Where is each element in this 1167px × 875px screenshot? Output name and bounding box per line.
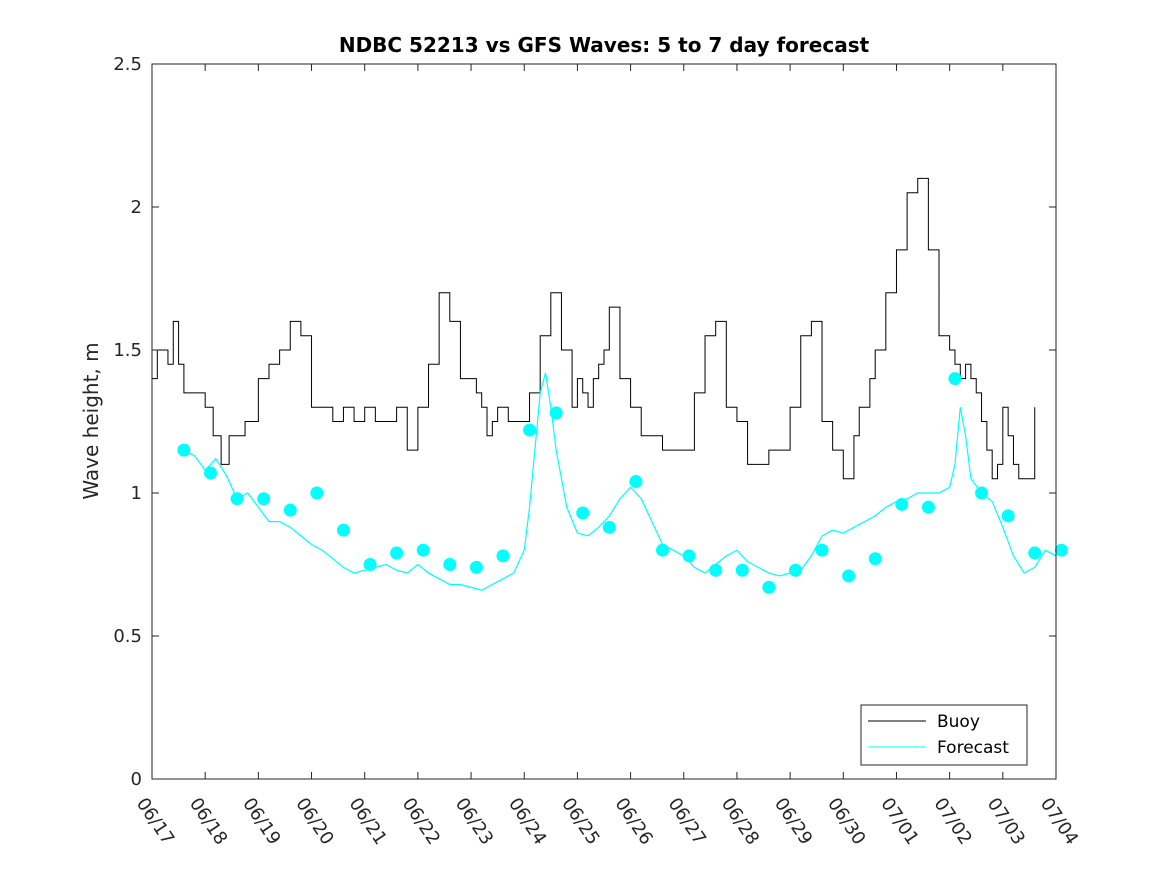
chart-title: NDBC 52213 vs GFS Waves: 5 to 7 day fore… [339, 33, 870, 57]
axes-box [151, 63, 1057, 780]
forecast-marker [602, 520, 616, 534]
y-tick-label: 1 [131, 483, 142, 504]
buoy-series [152, 177, 1036, 480]
forecast-marker [230, 492, 244, 506]
forecast-line [183, 372, 1057, 591]
forecast-marker [788, 563, 802, 577]
forecast-marker [576, 506, 590, 520]
y-tick-label: 1.5 [113, 340, 142, 361]
forecast-marker [709, 563, 723, 577]
axes-background [152, 64, 1056, 779]
forecast-marker [310, 486, 324, 500]
forecast-marker [921, 500, 935, 514]
forecast-marker [762, 580, 776, 594]
y-tick-label: 2.5 [113, 54, 142, 75]
forecast-marker [1001, 509, 1015, 523]
y-tick-label: 2 [131, 197, 142, 218]
forecast-marker [390, 546, 404, 560]
forecast-marker [682, 549, 696, 563]
forecast-marker [443, 558, 457, 571]
y-axis-label: Wave height, m [79, 342, 103, 499]
legend-box [860, 704, 1028, 766]
forecast-marker [416, 543, 430, 557]
forecast-marker [336, 523, 350, 537]
forecast-marker [177, 443, 191, 457]
forecast-marker [283, 503, 297, 517]
forecast-marker [948, 372, 962, 386]
buoy-line [152, 177, 1036, 480]
forecast-marker [655, 543, 669, 557]
forecast-marker [203, 466, 217, 480]
forecast-marker [735, 563, 749, 577]
forecast-marker [842, 569, 856, 583]
forecast-marker [1054, 543, 1068, 557]
legend-forecast-label: Forecast [937, 738, 1009, 758]
forecast-marker [496, 549, 510, 563]
forecast-marker [975, 486, 989, 500]
forecast-marker [363, 558, 377, 571]
legend: Buoy Forecast [860, 704, 1028, 766]
y-tick-label: 0.5 [113, 626, 142, 647]
y-tick-label: 0 [131, 769, 142, 790]
forecast-marker [1028, 546, 1042, 560]
forecast-series [177, 372, 1068, 594]
forecast-marker [523, 423, 537, 437]
forecast-marker [629, 475, 643, 489]
forecast-marker [257, 492, 271, 506]
forecast-marker [815, 543, 829, 557]
forecast-marker [868, 552, 882, 566]
forecast-marker [469, 560, 483, 574]
forecast-marker [549, 406, 563, 420]
legend-buoy-label: Buoy [937, 712, 980, 732]
forecast-marker [895, 497, 909, 511]
